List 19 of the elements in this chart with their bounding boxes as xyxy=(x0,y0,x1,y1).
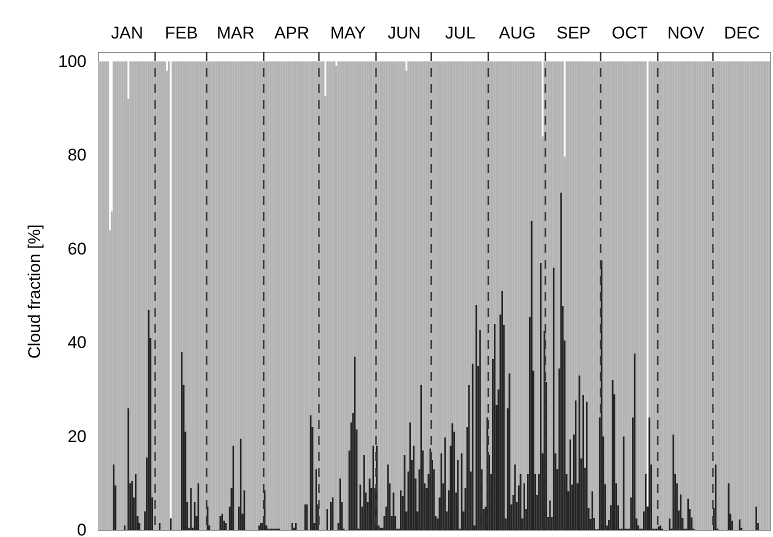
x-tick-label: MAY xyxy=(330,24,366,42)
y-tick-label: 20 xyxy=(68,426,86,446)
x-tick-label: JUN xyxy=(388,24,421,42)
x-tick-label: SEP xyxy=(556,24,591,42)
x-tick-label: AUG xyxy=(498,24,536,42)
x-tick-label: NOV xyxy=(667,24,705,42)
x-tick-label: APR xyxy=(274,24,310,42)
y-tick-label: 100 xyxy=(58,52,86,71)
x-tick-label: JUL xyxy=(445,24,476,42)
x-tick-label: FEB xyxy=(164,24,198,42)
y-tick-label: 80 xyxy=(68,146,86,165)
x-tick-label: DEC xyxy=(724,24,760,42)
y-tick-label: 60 xyxy=(68,239,86,258)
x-tick-label: JAN xyxy=(110,24,144,42)
y-tick-label: 0 xyxy=(77,520,86,537)
x-tick-label: MAR xyxy=(216,24,255,42)
x-tick-label: OCT xyxy=(612,24,648,42)
y-tick-label: 40 xyxy=(68,333,86,352)
y-axis-title: Cloud fraction [%] xyxy=(25,224,44,359)
